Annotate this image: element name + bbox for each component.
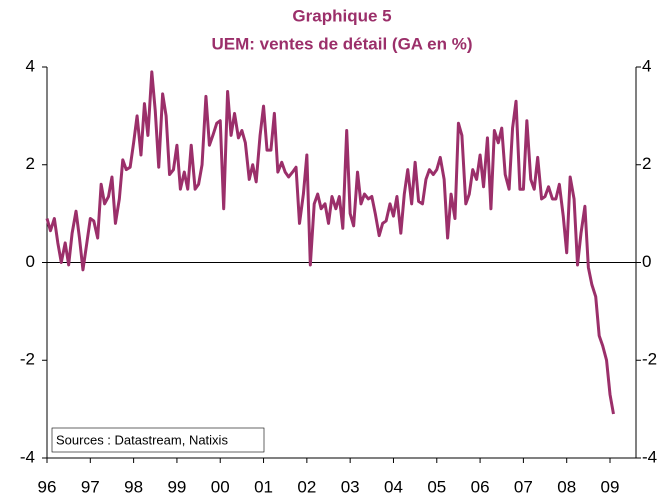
annotation: Sources : Datastream, Natixis [56,432,228,447]
y2-tick-label: -2 [642,350,657,369]
x-tick-label: 01 [254,477,273,496]
x-tick-label: 04 [384,477,403,496]
y2-tick-label: 4 [642,56,651,75]
y2-tick-label: 2 [642,154,651,173]
x-tick-label: 02 [297,477,316,496]
y-tick-label: -2 [20,350,35,369]
y-tick-label: 0 [26,252,35,271]
chart-subtitle: UEM: ventes de détail (GA en %) [211,34,472,53]
y2-tick-label: 0 [642,252,651,271]
data-line [45,70,615,415]
x-tick-label: 06 [471,477,490,496]
chart-title: Graphique 5 [292,6,391,25]
x-tick-label: 00 [211,477,230,496]
y-tick-label: -4 [20,447,35,466]
x-tick-label: 97 [81,477,100,496]
x-tick-label: 99 [167,477,186,496]
x-tick-label: 08 [557,477,576,496]
y2-tick-label: -4 [642,447,657,466]
x-tick-label: 03 [341,477,360,496]
x-tick-label: 05 [427,477,446,496]
x-tick-label: 98 [124,477,143,496]
x-tick-label: 07 [514,477,533,496]
x-tick-label: 09 [601,477,620,496]
y-tick-label: 2 [26,154,35,173]
y-tick-label: 4 [26,56,35,75]
x-tick-label: 96 [38,477,57,496]
annotation-box [51,427,265,453]
